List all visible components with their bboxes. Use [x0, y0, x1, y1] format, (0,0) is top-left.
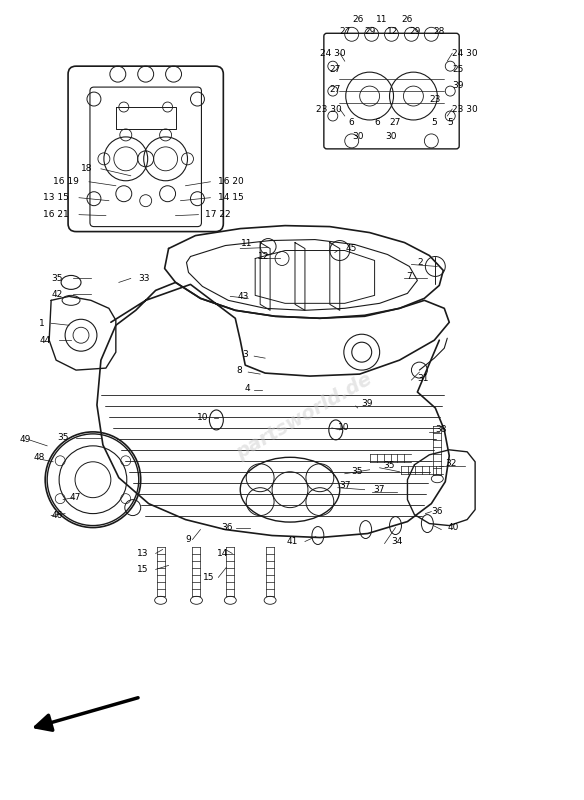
Text: 36: 36 — [221, 523, 232, 532]
Text: 23: 23 — [429, 94, 441, 103]
Text: 27: 27 — [330, 65, 341, 74]
Text: 3: 3 — [242, 350, 248, 358]
Text: 49: 49 — [19, 435, 31, 444]
Text: 24 30: 24 30 — [452, 49, 478, 58]
Text: 8: 8 — [237, 366, 242, 374]
Text: 16 20: 16 20 — [218, 178, 244, 186]
Text: 42: 42 — [52, 290, 63, 299]
Text: 41: 41 — [287, 537, 298, 546]
Text: 15: 15 — [137, 565, 149, 574]
Text: 29: 29 — [410, 26, 421, 36]
Text: 44: 44 — [40, 336, 51, 345]
Text: 23 30: 23 30 — [452, 105, 478, 114]
Text: 5: 5 — [432, 118, 437, 127]
Text: 24 30: 24 30 — [320, 49, 346, 58]
Text: 18: 18 — [81, 164, 93, 174]
Text: 12: 12 — [259, 252, 270, 261]
Text: 27: 27 — [339, 26, 350, 36]
Text: 39: 39 — [452, 81, 464, 90]
Text: 23 30: 23 30 — [316, 105, 342, 114]
Text: 30: 30 — [352, 133, 363, 142]
Text: partsworld.de: partsworld.de — [232, 370, 375, 462]
Text: 37: 37 — [340, 482, 351, 490]
Text: 29: 29 — [364, 26, 376, 36]
Text: 32: 32 — [445, 459, 457, 468]
Text: 10: 10 — [338, 423, 349, 433]
Text: 48: 48 — [33, 454, 44, 462]
Text: 26: 26 — [352, 15, 363, 24]
Text: 43: 43 — [237, 292, 249, 301]
Text: 34: 34 — [391, 537, 403, 546]
Text: 9: 9 — [186, 535, 192, 544]
Text: 6: 6 — [349, 118, 354, 127]
Text: 13 15: 13 15 — [43, 194, 69, 202]
Text: 38: 38 — [435, 426, 447, 434]
Text: 40: 40 — [447, 523, 458, 532]
Text: 11: 11 — [241, 239, 252, 248]
Text: 27: 27 — [330, 85, 341, 94]
Text: 13: 13 — [137, 549, 149, 558]
Text: 36: 36 — [432, 507, 443, 516]
Text: 12: 12 — [387, 26, 398, 36]
Text: 45: 45 — [346, 244, 357, 253]
Text: 1: 1 — [40, 318, 45, 328]
Text: 6: 6 — [375, 118, 380, 127]
Text: 16 19: 16 19 — [53, 178, 79, 186]
Text: 39: 39 — [361, 399, 373, 409]
Text: 46: 46 — [51, 511, 62, 520]
Text: 7: 7 — [406, 272, 412, 281]
Text: 35: 35 — [384, 462, 395, 470]
Text: 16 21: 16 21 — [43, 210, 69, 219]
Text: 37: 37 — [374, 485, 385, 494]
Text: 10: 10 — [197, 414, 208, 422]
Text: 15: 15 — [203, 573, 214, 582]
Text: 11: 11 — [376, 15, 387, 24]
Text: 4: 4 — [245, 383, 250, 393]
Text: 14: 14 — [217, 549, 228, 558]
Text: 30: 30 — [386, 133, 397, 142]
Text: 31: 31 — [418, 374, 429, 382]
Text: 28: 28 — [433, 26, 445, 36]
Text: 35: 35 — [51, 274, 63, 283]
Text: 25: 25 — [452, 65, 464, 74]
Text: 47: 47 — [69, 493, 81, 502]
Text: 17 22: 17 22 — [206, 210, 231, 219]
Text: 5: 5 — [447, 118, 453, 127]
Text: 35: 35 — [58, 434, 69, 442]
Text: 33: 33 — [139, 274, 150, 283]
Text: 27: 27 — [390, 118, 401, 127]
Text: 14 15: 14 15 — [218, 194, 244, 202]
Text: 35: 35 — [352, 467, 363, 476]
Text: 2: 2 — [418, 258, 423, 267]
Text: 26: 26 — [402, 15, 413, 24]
